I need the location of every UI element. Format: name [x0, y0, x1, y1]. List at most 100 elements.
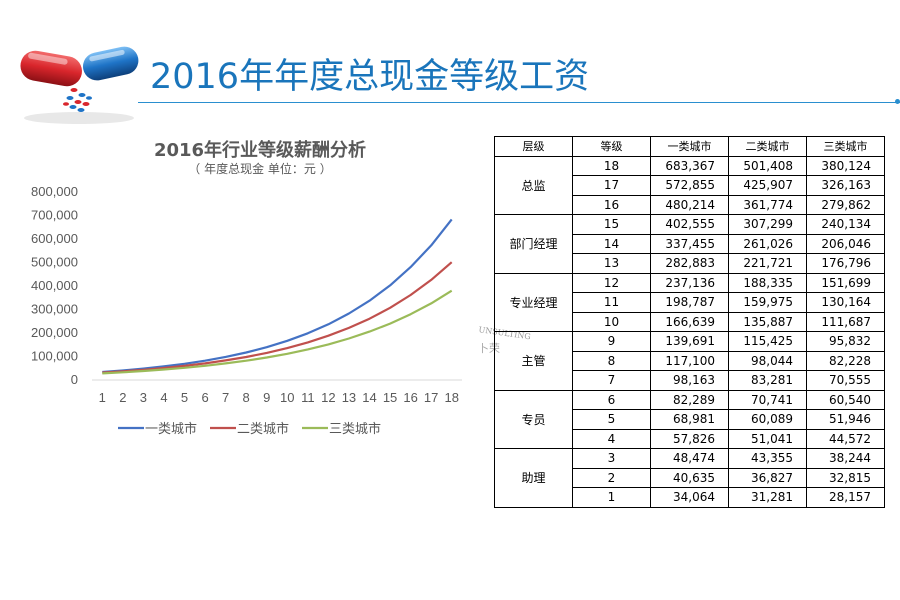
level-cell: 总监 — [494, 155, 573, 215]
table-row: 4 57,826 51,041 44,572 — [495, 428, 885, 449]
grade-cell: 13 — [572, 253, 651, 274]
salary-cell: 38,244 — [806, 448, 885, 469]
table-row: 助理 3 48,474 43,355 38,244 — [494, 448, 885, 508]
salary-cell: 70,741 — [728, 389, 807, 410]
legend-label: 三类城市 — [329, 421, 381, 437]
title-divider-dot — [895, 99, 900, 104]
salary-cell: 117,100 — [650, 350, 729, 371]
table-row: 1 34,064 31,281 28,157 — [495, 487, 885, 508]
salary-cell: 240,134 — [806, 214, 885, 235]
header-tier3: 三类城市 — [806, 136, 885, 157]
y-tick-label: 300,000 — [31, 302, 78, 317]
x-tick-label: 18 — [444, 390, 458, 405]
x-tick-label: 7 — [222, 390, 229, 405]
salary-cell: 31,281 — [728, 487, 807, 508]
grade-cell: 5 — [572, 409, 651, 430]
salary-cell: 68,981 — [650, 409, 729, 430]
table-row: 部门经理 15 402,555 307,299 240,134 — [494, 214, 885, 274]
salary-cell: 111,687 — [806, 311, 885, 332]
salary-cell: 70,555 — [806, 370, 885, 391]
grade-cell: 10 — [572, 311, 651, 332]
series-line-3 — [102, 289, 453, 375]
x-tick-label: 2 — [119, 390, 126, 405]
salary-cell: 130,164 — [806, 292, 885, 313]
salary-cell: 159,975 — [728, 292, 807, 313]
table-row: 主管 9 139,691 115,425 95,832 — [494, 331, 885, 391]
salary-cell: 32,815 — [806, 467, 885, 488]
salary-cell: 43,355 — [728, 448, 807, 469]
capsule-pills-icon — [20, 46, 139, 124]
grade-cell: 17 — [572, 175, 651, 196]
salary-cell: 261,026 — [728, 233, 807, 254]
chart-subtitle: （ 年度总现金 单位：元 ） — [188, 162, 332, 176]
salary-cell: 98,044 — [728, 350, 807, 371]
grade-cell: 12 — [572, 272, 651, 293]
salary-cell: 95,832 — [806, 331, 885, 352]
grade-cell: 14 — [572, 233, 651, 254]
salary-cell: 361,774 — [728, 194, 807, 215]
salary-cell: 683,367 — [650, 155, 729, 176]
level-cell: 主管 — [494, 331, 573, 391]
x-tick-label: 17 — [424, 390, 438, 405]
table-header-row: 层级 等级 一类城市 二类城市 三类城市 — [494, 136, 885, 157]
salary-cell: 402,555 — [650, 214, 729, 235]
table-row: 14 337,455 261,026 206,046 — [495, 233, 885, 254]
salary-cell: 115,425 — [728, 331, 807, 352]
series-line-1 — [102, 218, 453, 374]
grade-cell: 9 — [572, 331, 651, 352]
header-tier2: 二类城市 — [728, 136, 807, 157]
salary-cell: 425,907 — [728, 175, 807, 196]
x-tick-label: 12 — [321, 390, 335, 405]
salary-cell: 82,228 — [806, 350, 885, 371]
grade-cell: 3 — [572, 448, 651, 469]
level-cell: 专员 — [494, 389, 573, 449]
salary-cell: 237,136 — [650, 272, 729, 293]
salary-cell: 176,796 — [806, 253, 885, 274]
salary-cell: 198,787 — [650, 292, 729, 313]
table-row: 7 98,163 83,281 70,555 — [495, 370, 885, 391]
salary-cell: 57,826 — [650, 428, 729, 449]
salary-cell: 135,887 — [728, 311, 807, 332]
salary-cell: 60,540 — [806, 389, 885, 410]
salary-cell: 51,041 — [728, 428, 807, 449]
x-tick-label: 16 — [403, 390, 417, 405]
y-tick-label: 700,000 — [31, 208, 78, 223]
grade-cell: 8 — [572, 350, 651, 371]
grade-salary-table: 层级 等级 一类城市 二类城市 三类城市 总监 18 683,367 501,408 3… — [494, 136, 885, 508]
salary-cell: 572,855 — [650, 175, 729, 196]
salary-cell: 480,214 — [650, 194, 729, 215]
legend-label: 一类城市 — [145, 421, 197, 437]
title-divider — [138, 102, 900, 103]
legend-label: 二类城市 — [237, 421, 289, 437]
grade-cell: 2 — [572, 467, 651, 488]
table-row: 8 117,100 98,044 82,228 — [495, 350, 885, 371]
table-row: 2 40,635 36,827 32,815 — [495, 467, 885, 488]
header-level: 层级 — [494, 136, 573, 157]
x-tick-label: 14 — [362, 390, 376, 405]
x-tick-label: 9 — [263, 390, 270, 405]
table-row: 专业经理 12 237,136 188,335 151,699 — [494, 272, 885, 332]
y-tick-label: 600,000 — [31, 231, 78, 246]
grade-cell: 4 — [572, 428, 651, 449]
salary-cell: 337,455 — [650, 233, 729, 254]
header-tier1: 一类城市 — [650, 136, 729, 157]
grade-cell: 18 — [572, 155, 651, 176]
page-title: 2016年年度总现金等级工资 — [150, 57, 590, 97]
salary-cell: 221,721 — [728, 253, 807, 274]
salary-cell: 279,862 — [806, 194, 885, 215]
y-tick-label: 500,000 — [31, 255, 78, 270]
salary-cell: 60,089 — [728, 409, 807, 430]
salary-cell: 82,289 — [650, 389, 729, 410]
x-tick-label: 11 — [301, 390, 315, 405]
x-tick-label: 4 — [160, 390, 167, 405]
x-tick-label: 15 — [383, 390, 397, 405]
salary-cell: 151,699 — [806, 272, 885, 293]
salary-cell: 98,163 — [650, 370, 729, 391]
level-cell: 专业经理 — [494, 272, 573, 332]
level-cell: 助理 — [494, 448, 573, 508]
grade-cell: 1 — [572, 487, 651, 508]
table-row: 专员 6 82,289 70,741 60,540 — [494, 389, 885, 449]
salary-cell: 307,299 — [728, 214, 807, 235]
y-tick-label: 400,000 — [31, 278, 78, 293]
table-row: 17 572,855 425,907 326,163 — [495, 175, 885, 196]
